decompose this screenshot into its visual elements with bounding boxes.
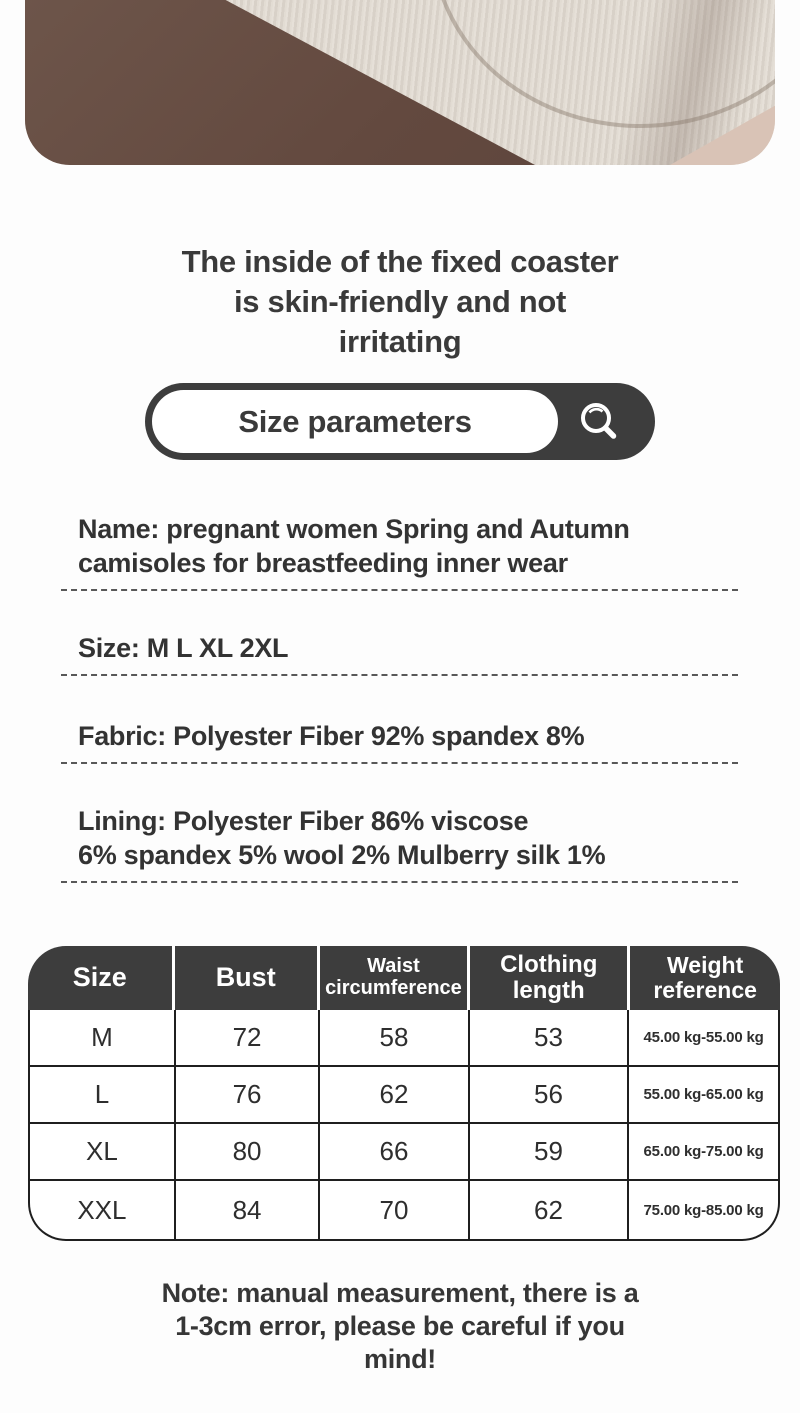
table-row: XXL 84 70 62 75.00 kg-85.00 kg: [30, 1181, 778, 1239]
note-line: 1-3cm error, please be careful if you: [175, 1311, 625, 1341]
magnifier-icon: [581, 402, 617, 439]
spec-list: Name: pregnant women Spring and Autumn c…: [0, 512, 800, 883]
pad-seam-outline: [430, 0, 775, 128]
size-table-header: Size Bust Waist circumference Clothing l…: [28, 946, 780, 1010]
dashed-divider: [61, 762, 738, 764]
cell-length: 53: [470, 1010, 630, 1065]
page-title-line: The inside of the fixed coaster: [181, 244, 619, 279]
cell-weight: 45.00 kg-55.00 kg: [643, 1029, 764, 1046]
cell-length: 62: [470, 1181, 630, 1239]
cell-size: XXL: [30, 1181, 176, 1239]
spec-text-line: 6% spandex 5% wool 2% Mulberry silk 1%: [78, 840, 606, 870]
measurement-note: Note: manual measurement, there is a 1-3…: [0, 1277, 800, 1376]
spec-text-line: camisoles for breastfeeding inner wear: [78, 548, 568, 578]
spec-item-lining: Lining: Polyester Fiber 86% viscose 6% s…: [0, 804, 800, 883]
spec-text-lining: Lining: Polyester Fiber 86% viscose 6% s…: [0, 804, 800, 872]
cell-weight: 55.00 kg-65.00 kg: [643, 1086, 764, 1103]
note-line: Note: manual measurement, there is a: [161, 1278, 639, 1308]
cell-length: 59: [470, 1124, 630, 1179]
table-row: M 72 58 53 45.00 kg-55.00 kg: [30, 1010, 778, 1067]
cell-waist: 58: [320, 1010, 470, 1065]
header-cell-weight: Weight reference: [653, 952, 757, 1003]
size-parameters-button[interactable]: Size parameters: [145, 383, 655, 460]
dashed-divider: [61, 589, 738, 591]
cell-length: 56: [470, 1067, 630, 1122]
size-parameters-label-pill: Size parameters: [152, 390, 558, 453]
cell-bust: 72: [176, 1010, 321, 1065]
header-cell-size: Size: [28, 946, 175, 1010]
spec-text-size: Size: M L XL 2XL: [0, 631, 800, 665]
table-row: L 76 62 56 55.00 kg-65.00 kg: [30, 1067, 778, 1124]
header-cell-waist: Waist circumference: [320, 946, 471, 1010]
page-title-line: irritating: [338, 324, 462, 359]
size-parameters-label: Size parameters: [238, 403, 472, 439]
product-photo: [25, 0, 775, 165]
dashed-divider: [61, 881, 738, 883]
cell-size: M: [30, 1010, 176, 1065]
header-cell-bust: Bust: [175, 946, 320, 1010]
cell-waist: 70: [320, 1181, 470, 1239]
dashed-divider: [61, 674, 738, 676]
cell-bust: 80: [176, 1124, 321, 1179]
spec-item-name: Name: pregnant women Spring and Autumn c…: [0, 512, 800, 591]
spec-text-fabric: Fabric: Polyester Fiber 92% spandex 8%: [0, 719, 800, 753]
page-title: The inside of the fixed coaster is skin-…: [0, 242, 800, 362]
cell-weight: 65.00 kg-75.00 kg: [643, 1143, 764, 1160]
page-title-line: is skin-friendly and not: [233, 284, 567, 319]
spec-text-line: Name: pregnant women Spring and Autumn: [78, 514, 630, 544]
spec-text-line: Size: M L XL 2XL: [78, 633, 289, 663]
size-table: Size Bust Waist circumference Clothing l…: [28, 946, 780, 1241]
cell-waist: 66: [320, 1124, 470, 1179]
spec-text-line: Lining: Polyester Fiber 86% viscose: [78, 806, 529, 836]
spec-text-line: Fabric: Polyester Fiber 92% spandex 8%: [78, 721, 585, 751]
table-row: XL 80 66 59 65.00 kg-75.00 kg: [30, 1124, 778, 1181]
size-table-body: M 72 58 53 45.00 kg-55.00 kg L 76 62 56 …: [28, 1010, 780, 1241]
cell-size: L: [30, 1067, 176, 1122]
cell-bust: 76: [176, 1067, 321, 1122]
cell-size: XL: [30, 1124, 176, 1179]
product-detail-page: The inside of the fixed coaster is skin-…: [0, 0, 800, 1376]
cell-bust: 84: [176, 1181, 321, 1239]
spec-text-name: Name: pregnant women Spring and Autumn c…: [0, 512, 800, 580]
cell-weight: 75.00 kg-85.00 kg: [643, 1201, 764, 1219]
cell-waist: 62: [320, 1067, 470, 1122]
note-line: mind!: [364, 1344, 436, 1374]
spec-item-size: Size: M L XL 2XL: [0, 631, 800, 676]
header-cell-length: Clothing length: [470, 946, 631, 1010]
spec-item-fabric: Fabric: Polyester Fiber 92% spandex 8%: [0, 719, 800, 764]
